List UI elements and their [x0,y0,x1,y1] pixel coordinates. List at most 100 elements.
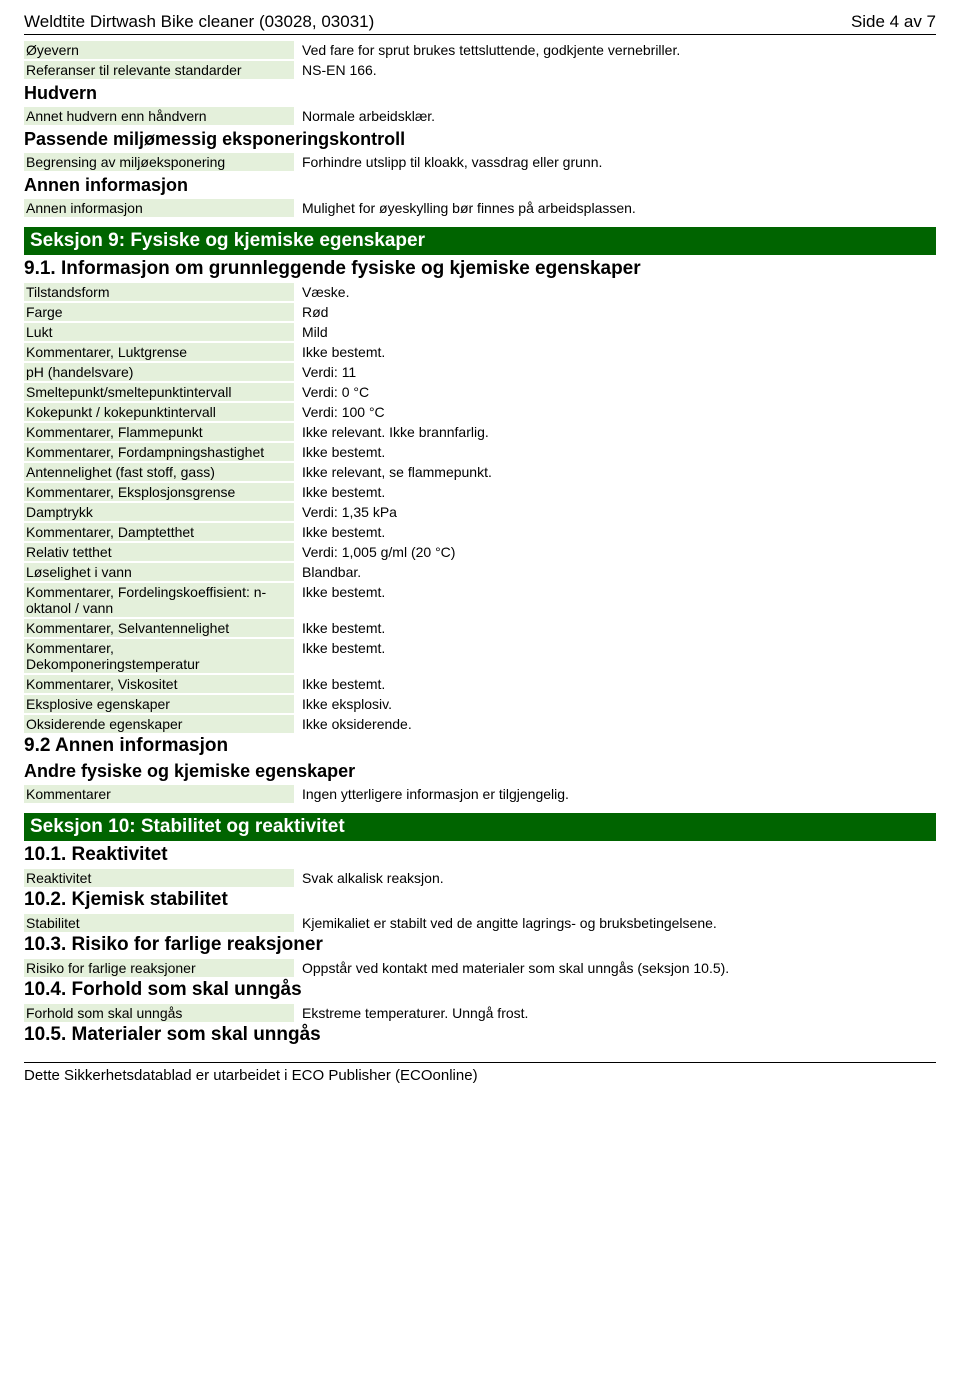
kv-row: Kommentarer, Luktgrense Ikke bestemt. [24,343,936,361]
section-9-2-rows: Kommentarer Ingen ytterligere informasjo… [24,785,936,803]
kv-label: Eksplosive egenskaper [24,695,294,713]
kv-label: Referanser til relevante standarder [24,61,294,79]
kv-row: Reaktivitet Svak alkalisk reaksjon. [24,869,936,887]
kv-row: Kokepunkt / kokepunktintervall Verdi: 10… [24,403,936,421]
kv-label: Tilstandsform [24,283,294,301]
kv-row: Stabilitet Kjemikaliet er stabilt ved de… [24,914,936,932]
kv-row: Kommentarer, Damptetthet Ikke bestemt. [24,523,936,541]
section-10-3-heading: 10.3. Risiko for farlige reaksjoner [24,934,936,956]
kv-label: Lukt [24,323,294,341]
kv-label: Stabilitet [24,914,294,932]
kv-value: Ikke bestemt. [294,639,936,673]
kv-value: Ikke bestemt. [294,443,936,461]
kv-label: Kommentarer, Eksplosjonsgrense [24,483,294,501]
page-number: Side 4 av 7 [851,12,936,32]
doc-title: Weldtite Dirtwash Bike cleaner (03028, 0… [24,12,374,32]
kv-label: pH (handelsvare) [24,363,294,381]
kv-row: Løselighet i vann Blandbar. [24,563,936,581]
kv-value: Ikke bestemt. [294,343,936,361]
kv-label: Smeltepunkt/smeltepunktintervall [24,383,294,401]
kv-value: Ikke eksplosiv. [294,695,936,713]
kv-value: Ikke bestemt. [294,619,936,637]
kv-row: Antennelighet (fast stoff, gass) Ikke re… [24,463,936,481]
kv-label: Kommentarer [24,785,294,803]
kv-value: Verdi: 1,005 g/ml (20 °C) [294,543,936,561]
kv-value: Oppstår ved kontakt med materialer som s… [294,959,936,977]
kv-label: Kommentarer, Fordelingskoeffisient: n-ok… [24,583,294,617]
kv-row: Kommentarer, Flammepunkt Ikke relevant. … [24,423,936,441]
kv-row: Smeltepunkt/smeltepunktintervall Verdi: … [24,383,936,401]
kv-label: Begrensing av miljøeksponering [24,153,294,171]
section-10-bar: Seksjon 10: Stabilitet og reaktivitet [24,813,936,841]
kv-row: Kommentarer, Fordampningshastighet Ikke … [24,443,936,461]
section-10-1-rows: Reaktivitet Svak alkalisk reaksjon. [24,869,936,887]
kv-row: Øyevern Ved fare for sprut brukes tettsl… [24,41,936,59]
kv-row: Tilstandsform Væske. [24,283,936,301]
kv-value: Mulighet for øyeskylling bør finnes på a… [294,199,936,217]
kv-row: Referanser til relevante standarder NS-E… [24,61,936,79]
kv-label: Kommentarer, Luktgrense [24,343,294,361]
kv-value: Ikke relevant, se flammepunkt. [294,463,936,481]
kv-value: Ingen ytterligere informasjon er tilgjen… [294,785,936,803]
kv-row: Annen informasjon Mulighet for øyeskylli… [24,199,936,217]
kv-row: Oksiderende egenskaper Ikke oksiderende. [24,715,936,733]
kv-row: Lukt Mild [24,323,936,341]
kv-value: Ikke bestemt. [294,523,936,541]
kv-label: Damptrykk [24,503,294,521]
kv-row: Begrensing av miljøeksponering Forhindre… [24,153,936,171]
kv-value: Normale arbeidsklær. [294,107,936,125]
kv-label: Antennelighet (fast stoff, gass) [24,463,294,481]
kv-value: Verdi: 11 [294,363,936,381]
kv-value: Blandbar. [294,563,936,581]
section-10-5-heading: 10.5. Materialer som skal unngås [24,1024,936,1046]
kv-label: Annet hudvern enn håndvern [24,107,294,125]
section-9-1-heading: 9.1. Informasjon om grunnleggende fysisk… [24,258,936,280]
kv-value: Verdi: 1,35 kPa [294,503,936,521]
kv-label: Risiko for farlige reaksjoner [24,959,294,977]
kv-row: Annet hudvern enn håndvern Normale arbei… [24,107,936,125]
passende-heading: Passende miljømessig eksponeringskontrol… [24,129,936,150]
top-block: Øyevern Ved fare for sprut brukes tettsl… [24,41,936,217]
kv-value: Forhindre utslipp til kloakk, vassdrag e… [294,153,936,171]
kv-value: Ikke bestemt. [294,675,936,693]
section-9-bar: Seksjon 9: Fysiske og kjemiske egenskape… [24,227,936,255]
kv-value: Ekstreme temperaturer. Unngå frost. [294,1004,936,1022]
section-10-2-heading: 10.2. Kjemisk stabilitet [24,889,936,911]
section-10-4-heading: 10.4. Forhold som skal unngås [24,979,936,1001]
kv-row: Eksplosive egenskaper Ikke eksplosiv. [24,695,936,713]
kv-row: Kommentarer, Fordelingskoeffisient: n-ok… [24,583,936,617]
kv-label: Reaktivitet [24,869,294,887]
kv-value: Svak alkalisk reaksjon. [294,869,936,887]
kv-value: Ikke oksiderende. [294,715,936,733]
kv-label: Kokepunkt / kokepunktintervall [24,403,294,421]
section-9-2-heading: 9.2 Annen informasjon [24,735,936,757]
kv-row: Kommentarer, Viskositet Ikke bestemt. [24,675,936,693]
kv-row: Kommentarer Ingen ytterligere informasjo… [24,785,936,803]
kv-value: Mild [294,323,936,341]
kv-value: Kjemikaliet er stabilt ved de angitte la… [294,914,936,932]
annen-heading: Annen informasjon [24,175,936,196]
page-header: Weldtite Dirtwash Bike cleaner (03028, 0… [24,12,936,35]
kv-label: Kommentarer, Damptetthet [24,523,294,541]
kv-value: Verdi: 100 °C [294,403,936,421]
kv-row: Forhold som skal unngås Ekstreme tempera… [24,1004,936,1022]
kv-value: Verdi: 0 °C [294,383,936,401]
kv-value: Væske. [294,283,936,301]
section-10-3-rows: Risiko for farlige reaksjoner Oppstår ve… [24,959,936,977]
kv-label: Farge [24,303,294,321]
hudvern-heading: Hudvern [24,83,936,104]
kv-label: Kommentarer, Selvantennelighet [24,619,294,637]
kv-row: Risiko for farlige reaksjoner Oppstår ve… [24,959,936,977]
kv-label: Relativ tetthet [24,543,294,561]
footer: Dette Sikkerhetsdatablad er utarbeidet i… [24,1062,936,1084]
kv-row: Relativ tetthet Verdi: 1,005 g/ml (20 °C… [24,543,936,561]
kv-row: Kommentarer, Selvantennelighet Ikke best… [24,619,936,637]
kv-label: Forhold som skal unngås [24,1004,294,1022]
section-9-other-heading: Andre fysiske og kjemiske egenskaper [24,761,936,782]
kv-value: NS-EN 166. [294,61,936,79]
kv-row: Farge Rød [24,303,936,321]
kv-label: Øyevern [24,41,294,59]
kv-row: pH (handelsvare) Verdi: 11 [24,363,936,381]
kv-value: Ved fare for sprut brukes tettsluttende,… [294,41,936,59]
kv-label: Annen informasjon [24,199,294,217]
